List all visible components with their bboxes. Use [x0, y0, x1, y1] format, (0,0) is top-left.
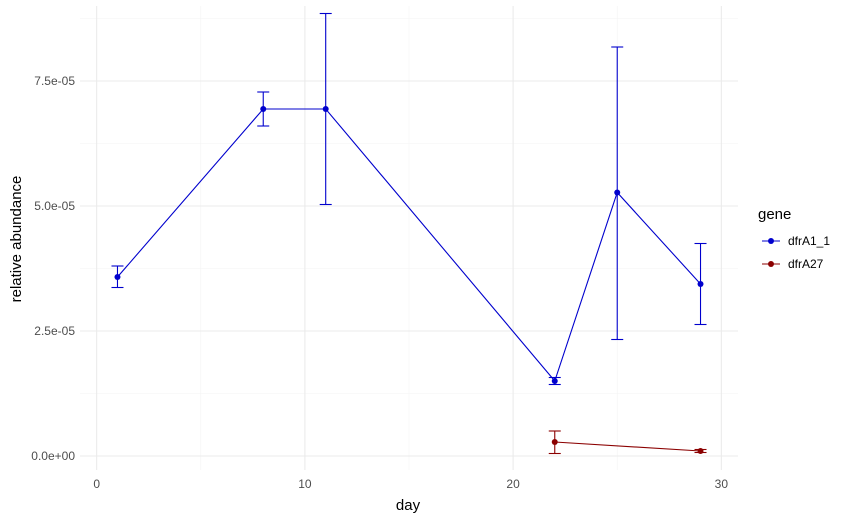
- series-line: [117, 108, 701, 383]
- y-axis-title: relative abundance: [8, 176, 25, 303]
- x-tick-label: 20: [506, 477, 520, 491]
- x-tick-label: 30: [715, 477, 729, 491]
- grid: [80, 6, 738, 470]
- data-point: [697, 281, 704, 287]
- legend-label: dfrA1_1: [788, 234, 830, 248]
- legend-key-point: [768, 261, 774, 267]
- data-point: [697, 448, 704, 454]
- legend-label: dfrA27: [788, 257, 824, 271]
- data-point: [551, 439, 558, 445]
- data-point: [260, 106, 267, 112]
- legend-item-dfrA27: dfrA27: [762, 257, 824, 271]
- y-tick-label: 0.0e+00: [31, 449, 75, 463]
- legend-title: gene: [758, 206, 791, 223]
- data-point: [322, 106, 329, 112]
- y-tick-label: 2.5e-05: [34, 324, 75, 338]
- axis-ticks: 0 10 20 30 0.0e+00 2.5e-05 5.0e-05 7.5e-05: [31, 74, 728, 491]
- y-tick-label: 7.5e-05: [34, 74, 75, 88]
- data-series: [111, 12, 707, 455]
- legend: gene dfrA1_1 dfrA27: [758, 206, 830, 271]
- data-point: [114, 274, 121, 280]
- y-tick-label: 5.0e-05: [34, 199, 75, 213]
- series-dfrA1_1: [111, 12, 707, 386]
- series-line: [554, 441, 701, 452]
- data-point: [614, 189, 621, 196]
- x-axis-title: day: [396, 497, 421, 514]
- legend-key-point: [768, 238, 774, 244]
- data-point: [551, 378, 558, 384]
- series-dfrA27: [548, 430, 707, 455]
- x-tick-label: 10: [298, 477, 312, 491]
- x-tick-label: 0: [93, 477, 100, 491]
- legend-item-dfrA1_1: dfrA1_1: [762, 234, 830, 248]
